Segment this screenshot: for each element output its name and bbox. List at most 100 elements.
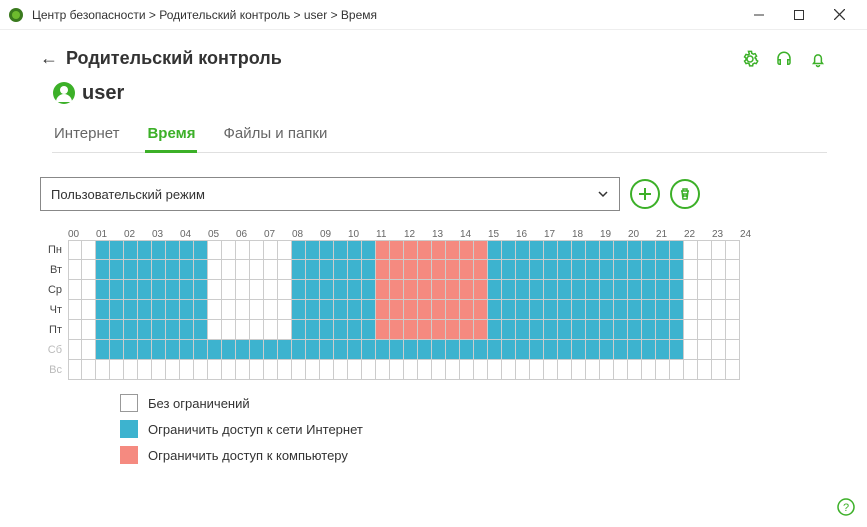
schedule-cell[interactable] [418,300,432,320]
schedule-cell[interactable] [516,300,530,320]
schedule-cell[interactable] [544,360,558,380]
schedule-cell[interactable] [698,260,712,280]
schedule-cell[interactable] [68,360,82,380]
schedule-cell[interactable] [418,260,432,280]
schedule-cell[interactable] [488,300,502,320]
schedule-cell[interactable] [138,360,152,380]
schedule-cell[interactable] [96,300,110,320]
schedule-cell[interactable] [82,260,96,280]
schedule-cell[interactable] [138,300,152,320]
schedule-cell[interactable] [516,280,530,300]
schedule-cell[interactable] [292,240,306,260]
schedule-cell[interactable] [530,320,544,340]
schedule-cell[interactable] [82,340,96,360]
schedule-cell[interactable] [166,300,180,320]
schedule-cell[interactable] [446,320,460,340]
schedule-cell[interactable] [222,320,236,340]
schedule-cell[interactable] [306,340,320,360]
schedule-cell[interactable] [656,360,670,380]
schedule-cell[interactable] [670,320,684,340]
schedule-cell[interactable] [194,240,208,260]
headset-icon[interactable] [775,50,793,68]
schedule-cell[interactable] [628,360,642,380]
schedule-cell[interactable] [124,240,138,260]
schedule-cell[interactable] [152,240,166,260]
schedule-cell[interactable] [614,360,628,380]
schedule-cell[interactable] [222,360,236,380]
schedule-cell[interactable] [600,300,614,320]
close-button[interactable] [819,0,859,30]
schedule-cell[interactable] [334,260,348,280]
schedule-cell[interactable] [138,280,152,300]
schedule-cell[interactable] [278,360,292,380]
schedule-cell[interactable] [502,240,516,260]
schedule-cell[interactable] [390,360,404,380]
schedule-cell[interactable] [236,240,250,260]
schedule-cell[interactable] [460,340,474,360]
schedule-cell[interactable] [642,280,656,300]
schedule-cell[interactable] [68,320,82,340]
schedule-cell[interactable] [684,280,698,300]
schedule-cell[interactable] [586,360,600,380]
schedule-cell[interactable] [586,280,600,300]
schedule-cell[interactable] [348,300,362,320]
schedule-cell[interactable] [516,320,530,340]
back-arrow-icon[interactable]: ← [40,48,58,69]
schedule-cell[interactable] [530,340,544,360]
schedule-cell[interactable] [530,280,544,300]
schedule-cell[interactable] [138,260,152,280]
schedule-cell[interactable] [166,240,180,260]
schedule-cell[interactable] [376,240,390,260]
maximize-button[interactable] [779,0,819,30]
schedule-cell[interactable] [474,320,488,340]
schedule-cell[interactable] [474,240,488,260]
schedule-cell[interactable] [348,280,362,300]
schedule-cell[interactable] [236,340,250,360]
schedule-cell[interactable] [376,280,390,300]
schedule-cell[interactable] [516,340,530,360]
bell-icon[interactable] [809,50,827,68]
tab-2[interactable]: Файлы и папки [221,119,329,152]
schedule-cell[interactable] [572,360,586,380]
schedule-cell[interactable] [390,260,404,280]
schedule-cell[interactable] [684,260,698,280]
schedule-cell[interactable] [362,260,376,280]
schedule-cell[interactable] [292,360,306,380]
schedule-cell[interactable] [180,240,194,260]
schedule-cell[interactable] [614,280,628,300]
schedule-cell[interactable] [502,280,516,300]
schedule-cell[interactable] [208,280,222,300]
schedule-cell[interactable] [152,320,166,340]
schedule-cell[interactable] [138,340,152,360]
schedule-cell[interactable] [138,320,152,340]
schedule-cell[interactable] [250,320,264,340]
schedule-cell[interactable] [110,360,124,380]
schedule-cell[interactable] [488,280,502,300]
schedule-cell[interactable] [656,240,670,260]
schedule-cell[interactable] [222,260,236,280]
schedule-cell[interactable] [628,340,642,360]
schedule-cell[interactable] [586,320,600,340]
schedule-cell[interactable] [250,360,264,380]
schedule-cell[interactable] [264,340,278,360]
schedule-cell[interactable] [222,240,236,260]
schedule-cell[interactable] [530,300,544,320]
schedule-cell[interactable] [390,280,404,300]
schedule-cell[interactable] [194,360,208,380]
schedule-cell[interactable] [68,260,82,280]
schedule-cell[interactable] [586,260,600,280]
schedule-cell[interactable] [544,240,558,260]
schedule-cell[interactable] [320,360,334,380]
schedule-cell[interactable] [278,260,292,280]
schedule-cell[interactable] [684,320,698,340]
schedule-cell[interactable] [376,260,390,280]
schedule-cell[interactable] [320,280,334,300]
schedule-cell[interactable] [628,280,642,300]
schedule-cell[interactable] [194,280,208,300]
schedule-cell[interactable] [124,300,138,320]
schedule-cell[interactable] [418,240,432,260]
schedule-cell[interactable] [488,320,502,340]
schedule-cell[interactable] [558,360,572,380]
schedule-cell[interactable] [376,340,390,360]
schedule-cell[interactable] [656,260,670,280]
